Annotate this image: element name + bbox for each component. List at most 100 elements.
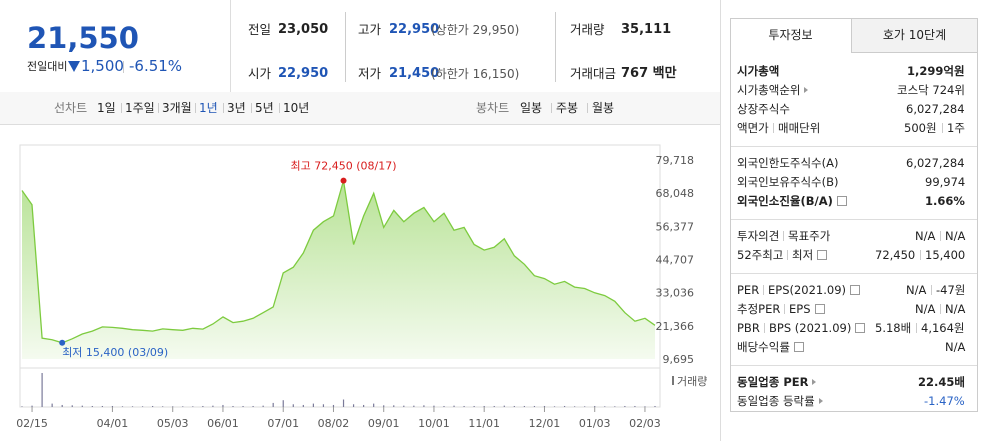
volume-legend-mark [672,376,674,385]
x-tick-label: 06/01 [207,417,239,430]
volume-bar [574,406,576,407]
period-bar [0,92,720,125]
period-group-label: 선차트 [54,101,88,115]
volume-bar [523,405,525,407]
info-label: 외국인한도주식수(A) [737,156,839,170]
volume-bar [604,406,606,407]
volume-bar [31,405,33,407]
period-option[interactable]: 10년 [283,101,310,115]
info-value: N/A [906,283,927,297]
x-tick-label: 07/01 [267,417,299,430]
y-tick-label: 56,377 [656,220,695,233]
volume-label: 거래량 [677,375,707,388]
info-arrow [819,398,823,404]
group-divider [731,365,977,366]
help-icon[interactable] [794,342,804,352]
period-option[interactable]: 1년 [199,101,218,115]
summary-note: (하한가 16,150) [431,67,520,81]
volume-bar [21,406,23,407]
info-value: N/A [945,340,966,354]
info-arrow [812,379,816,385]
high-marker [340,177,347,184]
period-option[interactable]: 5년 [255,101,274,115]
separator [551,103,552,113]
volume-bar [322,404,325,407]
volume-bar [152,405,154,407]
separator [251,103,252,113]
info-label: 목표주가 [788,229,831,243]
info-value: N/A [915,229,936,243]
info-label: EPS [789,302,811,316]
help-icon[interactable] [817,250,827,260]
volume-bar [51,403,53,407]
summary-value: 22,950 [278,66,329,81]
help-icon[interactable] [837,196,847,206]
info-value: 15,400 [925,248,966,262]
y-tick-label: 33,036 [656,287,695,300]
volume-bar [453,405,455,407]
x-tick-label: 05/03 [157,417,189,430]
info-value: -47원 [936,283,966,297]
y-tick-label: 9,695 [663,353,695,366]
period-option[interactable]: 1주일 [125,101,155,115]
current-price: 21,550 [27,21,139,55]
volume-bar [393,405,395,407]
help-icon[interactable] [815,304,825,314]
volume-bar [483,405,485,407]
info-label: 외국인소진율(B/A) [737,194,833,208]
period-option[interactable]: 주봉 [556,101,579,115]
volume-bar [463,405,465,407]
volume-bar [222,404,224,407]
summary-value: 767 백만 [621,66,677,81]
x-tick-label: 09/01 [368,417,400,430]
volume-bar [543,405,546,407]
summary-value: 22,950 [389,22,440,37]
volume-bar [644,406,646,407]
info-label: PBR [737,321,760,335]
separator [916,323,917,333]
volume-bar [413,405,415,407]
summary-label: 저가 [358,66,382,81]
period-option[interactable]: 3년 [227,101,246,115]
info-value: -1.47% [924,394,965,408]
help-icon[interactable] [850,285,860,295]
x-tick-label: 04/01 [97,417,129,430]
x-tick-label: 02/03 [629,417,661,430]
tab[interactable]: 호가 10단계 [851,19,977,53]
period-option[interactable]: 일봉 [520,101,543,115]
info-label: 매매단위 [778,121,821,135]
separator [555,12,556,82]
group-divider [731,146,977,147]
price-area [22,180,655,359]
summary-label: 고가 [358,22,382,37]
separator [787,250,788,260]
tab[interactable]: 투자정보 [731,19,850,52]
volume-bar [302,404,304,407]
summary-label: 거래대금 [570,66,617,81]
separator [587,103,588,113]
change-label: 전일대비 [27,60,68,73]
help-icon[interactable] [855,323,865,333]
volume-bar [61,404,63,407]
separator [121,103,122,113]
volume-bar [121,406,124,407]
separator [920,250,921,260]
period-option[interactable]: 3개월 [162,101,192,115]
summary-value: 35,111 [621,22,672,37]
separator [942,123,943,133]
price-chart: 79,718 68,048 56,377 44,707 33,036 21,366 9,69… [16,144,707,430]
info-value: 6,027,284 [906,102,965,116]
volume-bar [363,404,365,407]
separator [931,285,932,295]
separator [763,285,764,295]
info-label: 투자의견 [737,229,780,243]
period-option[interactable]: 1일 [97,101,116,115]
period-option[interactable]: 월봉 [592,101,615,115]
info-value: 72,450 [875,248,916,262]
x-tick-label: 10/01 [418,417,450,430]
volume-bar [232,405,234,407]
volume-bar [141,406,144,407]
info-value: 1,299억원 [907,64,965,78]
volume-bar [292,404,294,407]
info-value: 22.45배 [918,375,965,389]
